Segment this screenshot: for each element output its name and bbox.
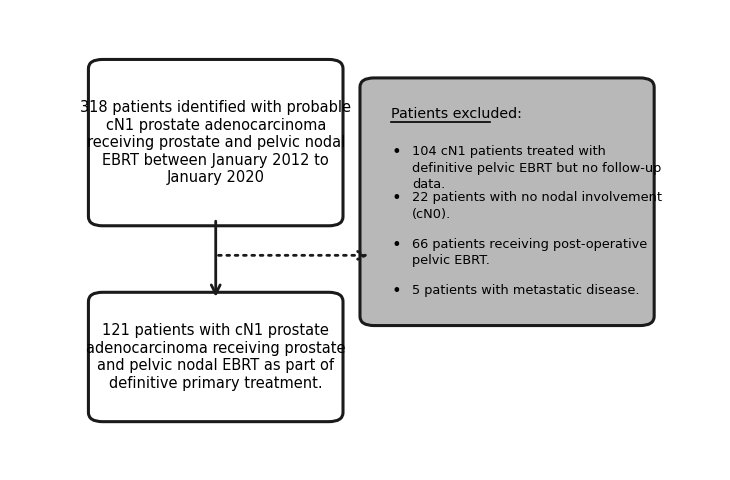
Text: 66 patients receiving post-operative
pelvic EBRT.: 66 patients receiving post-operative pel… (412, 238, 648, 267)
FancyBboxPatch shape (88, 60, 343, 226)
Text: 5 patients with metastatic disease.: 5 patients with metastatic disease. (412, 284, 639, 297)
Text: 318 patients identified with probable
cN1 prostate adenocarcinoma
receiving pros: 318 patients identified with probable cN… (80, 100, 351, 185)
FancyBboxPatch shape (88, 292, 343, 421)
Text: •: • (391, 192, 401, 206)
Text: Patients excluded:: Patients excluded: (391, 107, 522, 121)
Text: •: • (391, 145, 401, 160)
Text: 104 cN1 patients treated with
definitive pelvic EBRT but no follow-up
data.: 104 cN1 patients treated with definitive… (412, 145, 661, 191)
Text: •: • (391, 284, 401, 299)
Text: 22 patients with no nodal involvement
(cN0).: 22 patients with no nodal involvement (c… (412, 192, 662, 221)
Text: 121 patients with cN1 prostate
adenocarcinoma receiving prostate
and pelvic noda: 121 patients with cN1 prostate adenocarc… (86, 324, 345, 391)
Text: •: • (391, 238, 401, 252)
FancyBboxPatch shape (360, 78, 654, 325)
